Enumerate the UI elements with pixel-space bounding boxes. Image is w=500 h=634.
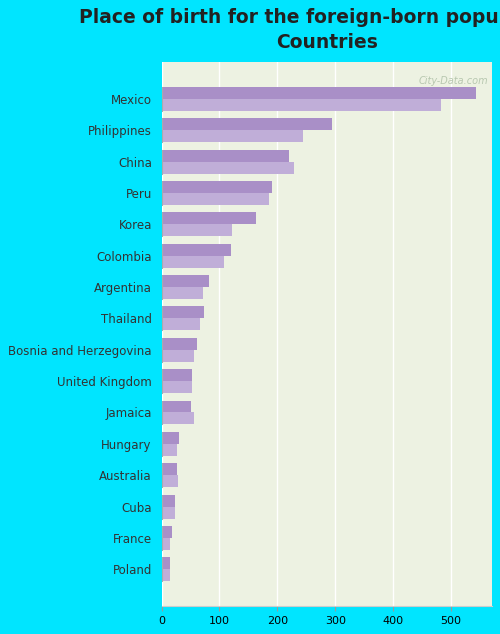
Bar [162,401,190,413]
Bar [162,256,224,268]
Bar [162,287,203,299]
Bar [162,224,232,236]
Bar [162,569,170,581]
Bar [162,526,172,538]
Text: City-Data.com: City-Data.com [418,76,488,86]
Bar [162,193,268,205]
Bar [162,381,192,393]
Bar [162,181,272,193]
Bar [162,306,204,318]
Bar [162,495,175,507]
Title: Place of birth for the foreign-born population -
Countries: Place of birth for the foreign-born popu… [80,8,500,53]
Bar [162,275,209,287]
Bar [162,338,198,350]
Bar [162,507,175,519]
Bar [162,99,442,111]
Bar [162,369,192,381]
Bar [162,444,176,456]
Bar [162,243,231,256]
Bar [162,212,256,224]
Bar [162,432,179,444]
Bar [162,87,476,99]
Bar [162,130,304,142]
Bar [162,557,170,569]
Bar [162,476,178,487]
Bar [162,318,200,330]
Bar [162,538,170,550]
Bar [162,463,177,476]
Bar [162,413,194,424]
Bar [162,150,289,162]
Bar [162,119,332,130]
Bar [162,162,294,174]
Bar [162,350,194,361]
